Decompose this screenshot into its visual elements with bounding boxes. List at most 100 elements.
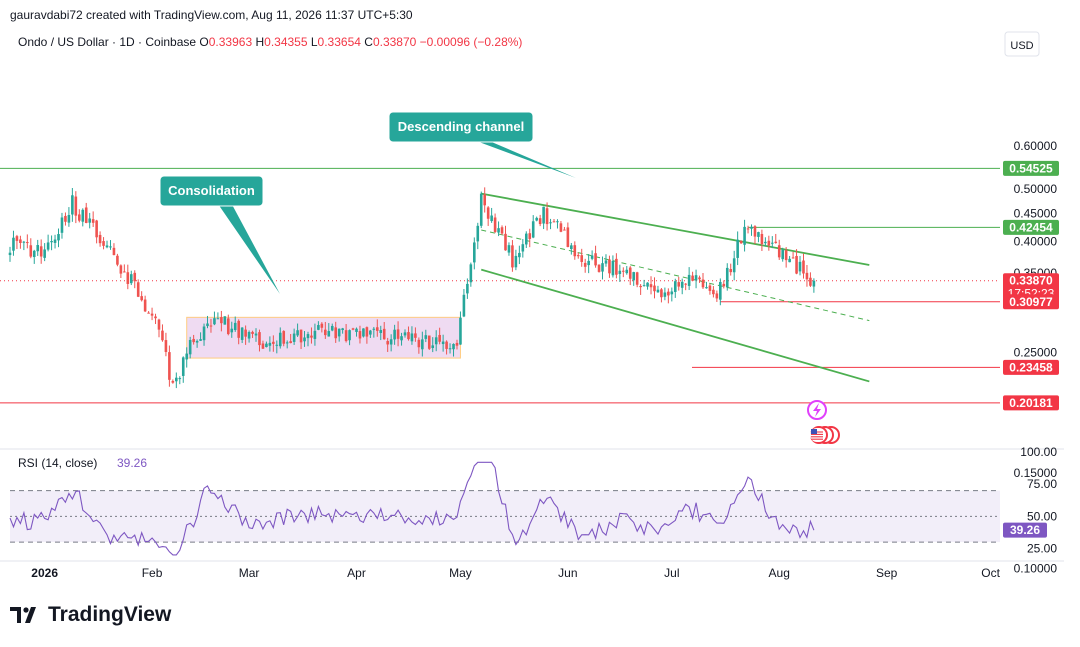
candle-49 [178, 376, 182, 385]
candle-body-157 [552, 221, 556, 223]
candle-body-221 [774, 241, 778, 244]
candle-217 [760, 229, 764, 251]
candle-46 [168, 345, 171, 387]
candle-body-121 [427, 335, 431, 349]
candle-body-195 [684, 283, 687, 285]
tradingview-brand[interactable]: TradingView [10, 603, 171, 627]
price-tick-6: 0.15000 [1014, 466, 1058, 480]
candle-body-176 [618, 270, 622, 274]
candle-190 [667, 288, 670, 304]
candle-76 [272, 335, 275, 352]
symbol-legend: Ondo / US Dollar · 1D · Coinbase O0.3396… [18, 35, 522, 49]
candle-body-138 [486, 207, 490, 219]
candle-body-169 [594, 253, 597, 266]
time-tick-may: May [449, 566, 472, 580]
candle-body-209 [732, 258, 736, 273]
candle-68 [244, 325, 247, 345]
candle-body-77 [275, 344, 279, 346]
candle-body-56 [202, 326, 206, 341]
candle-body-216 [757, 232, 760, 237]
candle-5 [26, 234, 29, 249]
candle-206 [722, 280, 726, 289]
rsi-title: RSI (14, close) [18, 456, 97, 470]
candle-155 [545, 202, 549, 231]
candle-113 [400, 332, 403, 346]
candle-body-40 [147, 312, 150, 314]
candle-182 [639, 284, 642, 295]
candle-body-120 [424, 335, 428, 339]
candle-body-122 [431, 345, 435, 348]
candle-172 [604, 254, 608, 267]
candle-197 [691, 271, 694, 281]
candle-body-171 [601, 263, 604, 272]
candle-232 [812, 278, 816, 293]
candle-25 [95, 219, 98, 244]
candle-body-232 [812, 280, 816, 287]
candle-body-112 [396, 329, 400, 339]
candle-56 [202, 323, 206, 346]
candle-body-162 [570, 245, 573, 250]
candle-118 [417, 337, 421, 354]
candle-160 [563, 226, 566, 231]
candle-35 [129, 270, 133, 286]
candle-16 [64, 212, 67, 226]
candle-body-222 [777, 245, 781, 258]
candle-body-29 [109, 246, 112, 248]
candle-201 [705, 281, 708, 289]
candle-body-26 [98, 234, 102, 244]
candle-186 [653, 277, 656, 299]
lightning-icon [813, 403, 821, 417]
candle-171 [601, 256, 604, 280]
candle-body-12 [50, 241, 53, 243]
candle-body-134 [473, 242, 476, 263]
candle-133 [469, 262, 473, 287]
channel-upper-line [481, 192, 870, 266]
candle-body-27 [102, 241, 105, 246]
candle-body-202 [708, 285, 712, 291]
candle-169 [594, 245, 597, 268]
candle-body-47 [171, 380, 175, 383]
currency-button [1004, 31, 1040, 57]
candle-body-198 [694, 275, 698, 281]
candle-body-153 [538, 218, 542, 225]
candle-body-152 [535, 217, 538, 221]
candle-body-217 [760, 233, 764, 245]
candle-63 [226, 314, 230, 336]
callout-consolidation-pointer [216, 202, 280, 294]
candle-body-5 [26, 242, 29, 244]
candle-body-101 [358, 331, 362, 339]
candle-54 [195, 339, 199, 348]
candle-body-41 [150, 313, 154, 316]
candle-body-211 [739, 241, 743, 244]
candle-body-170 [597, 264, 601, 272]
candle-body-148 [521, 244, 525, 252]
candle-body-213 [746, 228, 750, 230]
candle-65 [233, 316, 237, 332]
candle-173 [608, 255, 611, 278]
candle-156 [549, 218, 552, 230]
candle-body-23 [88, 218, 91, 223]
credit-header: gauravdabi72 created with TradingView.co… [10, 8, 413, 22]
candle-body-139 [490, 215, 493, 222]
candle-145 [511, 240, 514, 272]
candle-82 [292, 328, 296, 345]
candle-110 [389, 334, 393, 352]
candle-body-66 [237, 320, 240, 338]
candle-body-218 [764, 241, 767, 244]
candle-179 [628, 266, 632, 286]
main-price-pane[interactable]: Consolidation Descending channel [0, 111, 1000, 444]
candle-body-50 [181, 357, 185, 376]
rsi-pane[interactable] [9, 461, 1000, 556]
candle-214 [750, 224, 753, 236]
candle-body-4 [22, 241, 26, 243]
candle-body-39 [143, 299, 147, 312]
candle-body-44 [161, 330, 164, 341]
candle-body-36 [133, 272, 137, 282]
candle-body-85 [303, 337, 306, 342]
candle-body-220 [771, 242, 774, 244]
candle-body-184 [646, 282, 649, 287]
candle-body-61 [220, 317, 223, 324]
candle-143 [504, 225, 507, 251]
level-tag-2 [1003, 273, 1059, 302]
